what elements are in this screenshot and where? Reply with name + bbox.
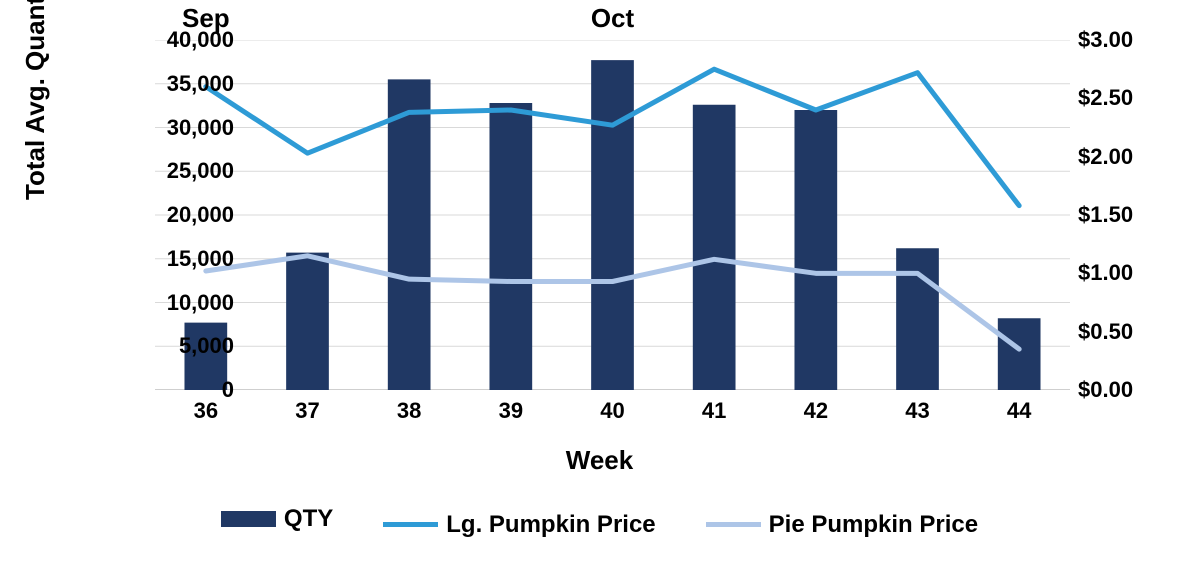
y-left-tick: 20,000 — [154, 202, 234, 228]
plot-area — [155, 40, 1070, 390]
y-left-tick: 35,000 — [154, 71, 234, 97]
legend-label: Lg. Pumpkin Price — [446, 511, 655, 539]
legend-line-swatch — [706, 522, 761, 527]
x-tick: 37 — [295, 398, 319, 424]
y-left-tick: 30,000 — [154, 115, 234, 141]
y-right-tick: $0.50 — [1078, 319, 1133, 345]
y-right-tick: $2.00 — [1078, 144, 1133, 170]
x-axis-title: Week — [0, 445, 1199, 476]
legend-label: QTY — [284, 505, 333, 533]
y-right-tick: $0.00 — [1078, 377, 1133, 403]
x-tick: 42 — [804, 398, 828, 424]
month-label: Sep — [182, 3, 230, 34]
month-label: Oct — [591, 3, 634, 34]
legend-bar-swatch — [221, 511, 276, 527]
y-right-tick: $1.50 — [1078, 202, 1133, 228]
y-left-tick: 5,000 — [154, 333, 234, 359]
x-tick: 40 — [600, 398, 624, 424]
legend-item: Pie Pumpkin Price — [706, 511, 978, 539]
x-tick: 38 — [397, 398, 421, 424]
y-left-tick: 15,000 — [154, 246, 234, 272]
x-tick: 41 — [702, 398, 726, 424]
x-tick: 39 — [499, 398, 523, 424]
y-right-tick: $3.00 — [1078, 27, 1133, 53]
y-left-tick: 10,000 — [154, 290, 234, 316]
legend-label: Pie Pumpkin Price — [769, 511, 978, 539]
x-tick: 36 — [194, 398, 218, 424]
legend-line-swatch — [383, 522, 438, 527]
legend-item: Lg. Pumpkin Price — [383, 511, 655, 539]
y-axis-left-title: Total Avg. Quantity Sold — [20, 0, 51, 200]
legend: QTY Lg. Pumpkin Price Pie Pumpkin Price — [0, 505, 1199, 539]
x-tick: 43 — [905, 398, 929, 424]
pumpkin-sales-chart: Total Avg. Quantity Sold Price per Unit … — [0, 0, 1199, 574]
y-right-tick: $2.50 — [1078, 85, 1133, 111]
y-right-tick: $1.00 — [1078, 260, 1133, 286]
legend-item: QTY — [221, 505, 333, 533]
x-tick: 44 — [1007, 398, 1031, 424]
y-left-tick: 25,000 — [154, 158, 234, 184]
